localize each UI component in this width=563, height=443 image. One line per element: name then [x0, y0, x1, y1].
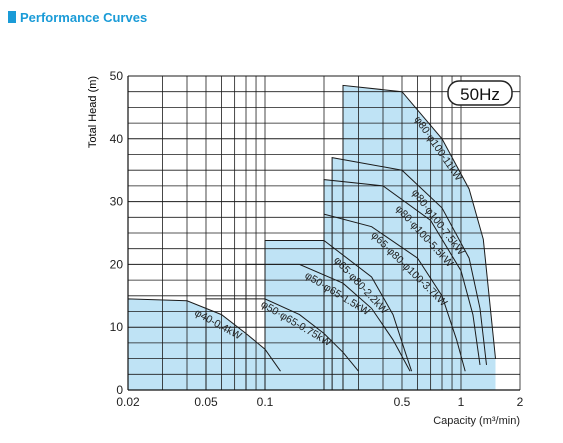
- x-tick-label: 0.5: [394, 395, 411, 409]
- y-tick-label: 50: [110, 69, 124, 83]
- x-tick-label: 0.02: [116, 395, 140, 409]
- curve-fills: [128, 85, 496, 391]
- y-tick-label: 40: [110, 132, 124, 146]
- section-heading: Performance Curves: [8, 8, 147, 26]
- y-tick-label: 20: [110, 257, 124, 271]
- badge-text: 50Hz: [460, 85, 500, 104]
- y-axis-label-text: Total Head (m): [87, 76, 99, 148]
- curve-fill-7: [342, 85, 496, 391]
- y-tick-label: 10: [110, 320, 124, 334]
- x-tick-label: 0.05: [194, 395, 218, 409]
- curve-outline-7: [342, 84, 496, 391]
- y-axis-label: Total Head (m): [87, 76, 99, 148]
- badge-outline: [447, 80, 513, 106]
- axes: 0 10 20 30 40 50 0.02 0.05 0.1 0.5 1 2: [110, 69, 524, 409]
- curve-outline-3: [264, 240, 413, 391]
- y-tick-label: 0: [116, 383, 123, 397]
- frequency-badge: 50Hz: [447, 80, 513, 106]
- curve-outline-6: [331, 157, 487, 391]
- y-tick-label: 30: [110, 195, 124, 209]
- heading-text: Performance Curves: [20, 9, 148, 25]
- x-tick-label: 0.1: [257, 395, 274, 409]
- x-tick-label: 1: [458, 395, 465, 409]
- x-tick-label: 2: [517, 395, 524, 409]
- x-axis-label: Capacity (m³/min): [433, 415, 520, 427]
- curve-fill-0: [128, 298, 281, 390]
- heading-marker: [8, 11, 16, 23]
- curve-outline-5: [323, 179, 481, 390]
- curve-outlines: [127, 84, 496, 391]
